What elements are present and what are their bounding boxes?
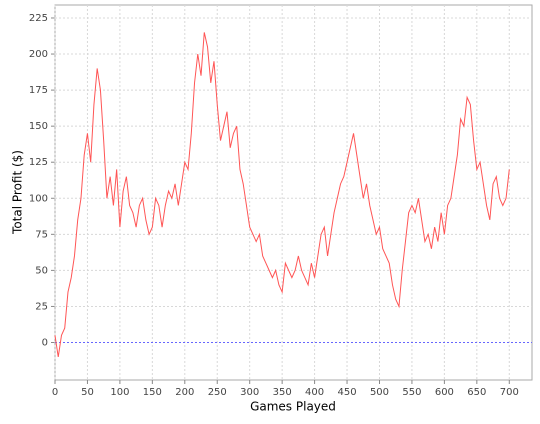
x-tick-label: 200 xyxy=(175,387,194,398)
x-axis-title: Games Played xyxy=(250,400,336,414)
y-tick-label: 150 xyxy=(29,121,48,132)
x-tick-label: 400 xyxy=(305,387,324,398)
y-tick-label: 100 xyxy=(29,193,48,204)
x-tick-label: 300 xyxy=(240,387,259,398)
x-tick-label: 50 xyxy=(81,387,94,398)
x-tick-label: 650 xyxy=(467,387,486,398)
y-tick-label: 50 xyxy=(35,265,48,276)
x-tick-label: 550 xyxy=(402,387,421,398)
y-tick-label: 200 xyxy=(29,49,48,60)
y-tick-label: 75 xyxy=(35,229,48,240)
y-tick-label: 125 xyxy=(29,157,48,168)
x-tick-label: 350 xyxy=(273,387,292,398)
y-axis-title: Total Profit ($) xyxy=(11,150,25,235)
x-tick-label: 500 xyxy=(370,387,389,398)
x-tick-label: 250 xyxy=(208,387,227,398)
data-line xyxy=(54,32,510,357)
x-tick-label: 0 xyxy=(52,387,58,398)
plot-area xyxy=(54,4,533,381)
y-tick-label: 225 xyxy=(29,13,48,24)
y-tick-label: 175 xyxy=(29,85,48,96)
x-tick-label: 700 xyxy=(500,387,519,398)
y-tick-label: 25 xyxy=(35,301,48,312)
x-tick-label: 100 xyxy=(110,387,129,398)
x-tick-label: 150 xyxy=(143,387,162,398)
x-tick-label: 600 xyxy=(435,387,454,398)
x-tick-label: 450 xyxy=(337,387,356,398)
y-tick-label: 0 xyxy=(42,338,48,349)
